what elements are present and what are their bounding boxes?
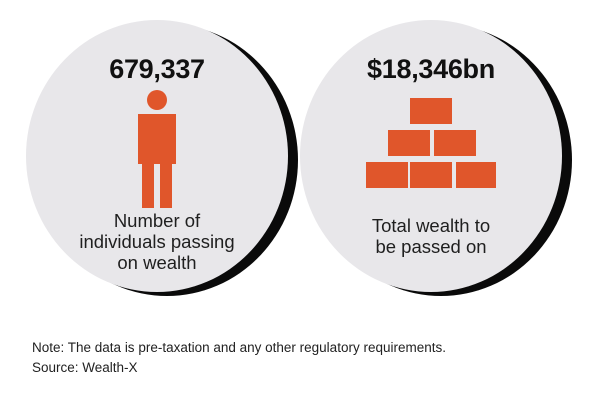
footnote: Note: The data is pre-taxation and any o… [32,338,446,378]
individuals-count: 679,337 [109,54,205,84]
stat-circle: 679,337 Number of individuals passing on… [26,20,288,292]
individuals-stat-card: 679,337 Number of individuals passing on… [26,20,298,300]
wealth-caption: Total wealth to be passed on [300,215,562,257]
caption-line: on wealth [117,252,197,273]
caption-line: individuals passing [79,231,235,252]
source-text: Source: Wealth-X [32,360,138,375]
caption-line: Number of [113,210,201,231]
note-text: Note: The data is pre-taxation and any o… [32,340,446,355]
gold-bars-icon [366,98,496,188]
wealth-stat-card: $18,346bn Total wealth to be passed on [300,20,572,300]
caption-line: be passed on [375,236,487,257]
individuals-caption: Number of individuals passing on wealth [26,210,288,273]
total-wealth-value: $18,346bn [367,54,495,84]
caption-line: Total wealth to [371,215,491,236]
stat-circle: $18,346bn Total wealth to be passed on [300,20,562,292]
person-icon [138,90,176,208]
